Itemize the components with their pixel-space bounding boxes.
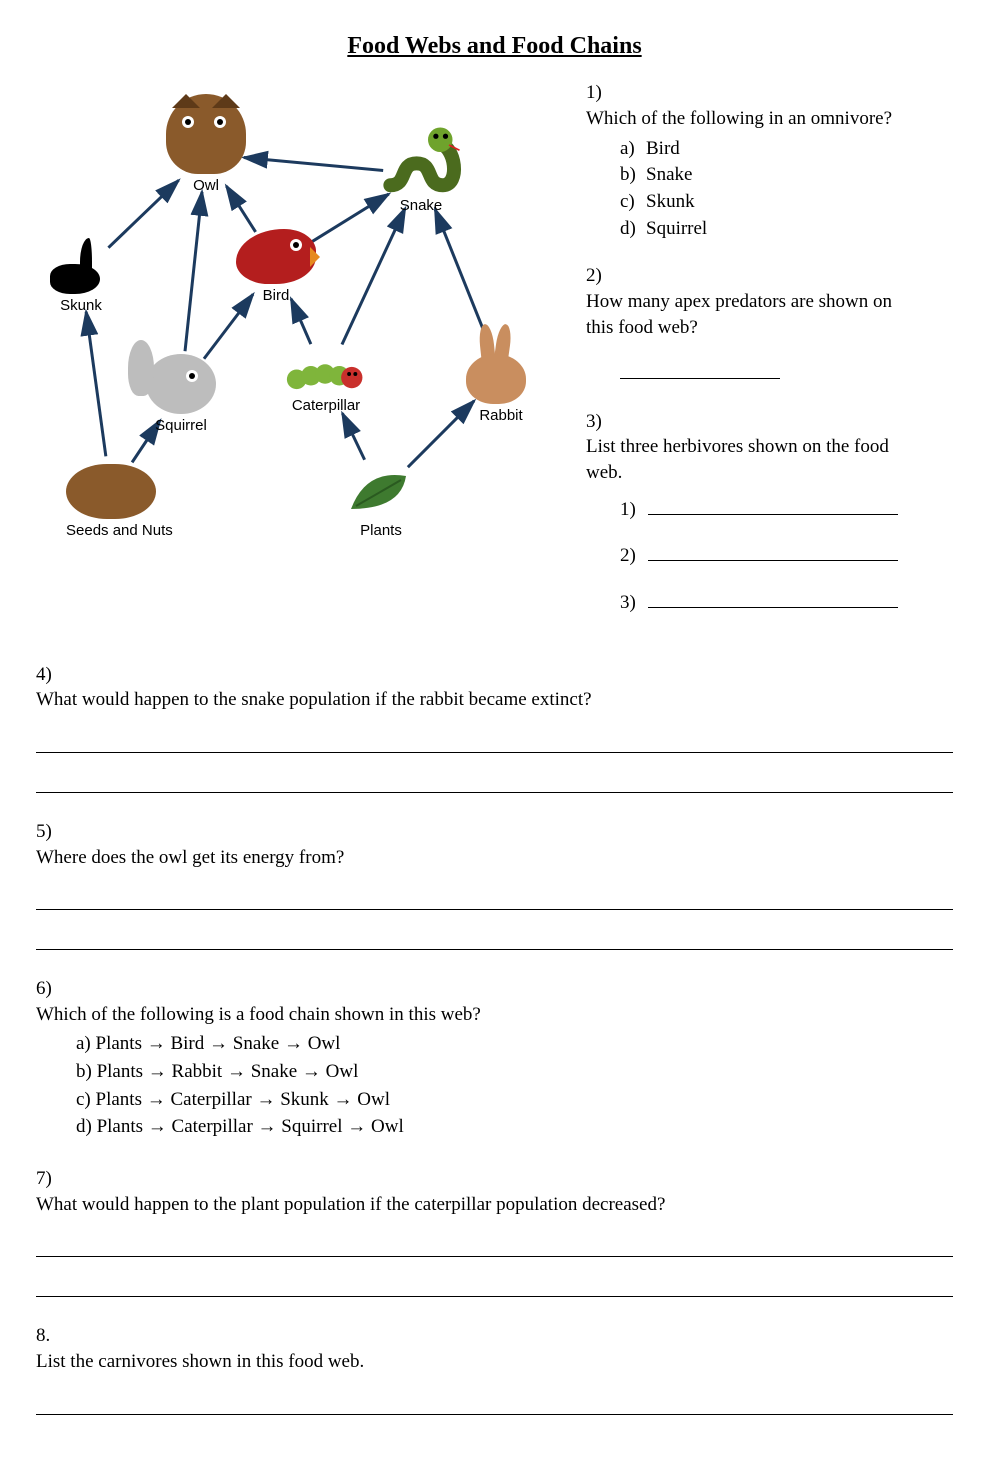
node-caterpillar: Caterpillar — [286, 354, 366, 416]
q1-option: d)Squirrel — [620, 216, 953, 242]
q4-num: 4) — [36, 662, 72, 688]
owl-icon — [166, 94, 246, 174]
foodweb-diagram: Owl Snake Skunk — [36, 74, 576, 534]
q2: 2) How many apex predators are shown on … — [586, 263, 953, 387]
page-title: Food Webs and Food Chains — [36, 30, 953, 62]
q7-blank-1[interactable] — [36, 1239, 953, 1257]
q6-option: b) Plants → Rabbit → Snake → Owl — [76, 1059, 953, 1085]
node-skunk: Skunk — [46, 244, 116, 316]
side-questions: 1) Which of the following in an omnivore… — [586, 74, 953, 635]
node-bird: Bird — [236, 229, 316, 306]
q5-text: Where does the owl get its energy from? — [36, 845, 913, 871]
q5-num: 5) — [36, 819, 72, 845]
bird-icon — [236, 229, 316, 284]
squirrel-icon — [146, 354, 216, 414]
rabbit-icon — [466, 324, 536, 404]
q3-answer-blank[interactable] — [648, 589, 898, 608]
q5: 5) Where does the owl get its energy fro… — [36, 819, 953, 870]
plants-icon — [346, 464, 416, 519]
node-owl: Owl — [166, 94, 246, 196]
q3-line: 2) — [620, 542, 953, 569]
seeds-icon — [66, 464, 156, 519]
q2-answer-blank[interactable] — [620, 360, 780, 379]
q8: 8. List the carnivores shown in this foo… — [36, 1323, 953, 1374]
q7-num: 7) — [36, 1166, 72, 1192]
q5-blank-2[interactable] — [36, 932, 953, 950]
q6: 6) Which of the following is a food chai… — [36, 976, 953, 1140]
snake-label: Snake — [376, 196, 466, 216]
node-seeds: Seeds and Nuts — [66, 464, 173, 541]
q1-num: 1) — [586, 80, 616, 106]
lower-questions: 4) What would happen to the snake popula… — [36, 662, 953, 1415]
q3: 3) List three herbivores shown on the fo… — [586, 409, 953, 616]
node-plants: Plants — [346, 464, 416, 541]
q6-option: c) Plants → Caterpillar → Skunk → Owl — [76, 1087, 953, 1113]
q1-option: b)Snake — [620, 162, 953, 188]
q1: 1) Which of the following in an omnivore… — [586, 80, 953, 241]
squirrel-label: Squirrel — [146, 416, 216, 436]
snake-icon — [376, 124, 466, 194]
q1-option: c)Skunk — [620, 189, 953, 215]
q3-line: 3) — [620, 589, 953, 616]
caterpillar-icon — [286, 354, 366, 394]
q8-num: 8. — [36, 1323, 72, 1349]
skunk-label: Skunk — [46, 296, 116, 316]
q3-line: 1) — [620, 496, 953, 523]
plants-label: Plants — [346, 521, 416, 541]
q6-option: d) Plants → Caterpillar → Squirrel → Owl — [76, 1114, 953, 1140]
q4-blank-2[interactable] — [36, 775, 953, 793]
q4: 4) What would happen to the snake popula… — [36, 662, 953, 713]
q1-text: Which of the following in an omnivore? — [586, 106, 919, 132]
rabbit-label: Rabbit — [466, 406, 536, 426]
q7-blank-2[interactable] — [36, 1279, 953, 1297]
node-snake: Snake — [376, 124, 466, 216]
node-squirrel: Squirrel — [146, 354, 216, 436]
q7-text: What would happen to the plant populatio… — [36, 1192, 913, 1218]
q8-blank-1[interactable] — [36, 1397, 953, 1415]
node-rabbit: Rabbit — [466, 324, 536, 426]
q6-num: 6) — [36, 976, 72, 1002]
q5-blank-1[interactable] — [36, 892, 953, 910]
q6-text: Which of the following is a food chain s… — [36, 1002, 913, 1028]
skunk-icon — [46, 244, 116, 294]
q2-num: 2) — [586, 263, 616, 289]
q6-option: a) Plants → Bird → Snake → Owl — [76, 1031, 953, 1057]
q7: 7) What would happen to the plant popula… — [36, 1166, 953, 1217]
caterpillar-label: Caterpillar — [286, 396, 366, 416]
top-section: Owl Snake Skunk — [36, 74, 953, 635]
q8-text: List the carnivores shown in this food w… — [36, 1349, 913, 1375]
q1-option: a)Bird — [620, 136, 953, 162]
q3-text: List three herbivores shown on the food … — [586, 434, 919, 485]
q3-answer-blank[interactable] — [648, 542, 898, 561]
owl-label: Owl — [166, 176, 246, 196]
q3-answer-blank[interactable] — [648, 496, 898, 515]
q4-text: What would happen to the snake populatio… — [36, 687, 913, 713]
q2-text: How many apex predators are shown on thi… — [586, 289, 919, 340]
seeds-label: Seeds and Nuts — [66, 521, 173, 541]
bird-label: Bird — [236, 286, 316, 306]
q4-blank-1[interactable] — [36, 735, 953, 753]
q3-num: 3) — [586, 409, 616, 435]
